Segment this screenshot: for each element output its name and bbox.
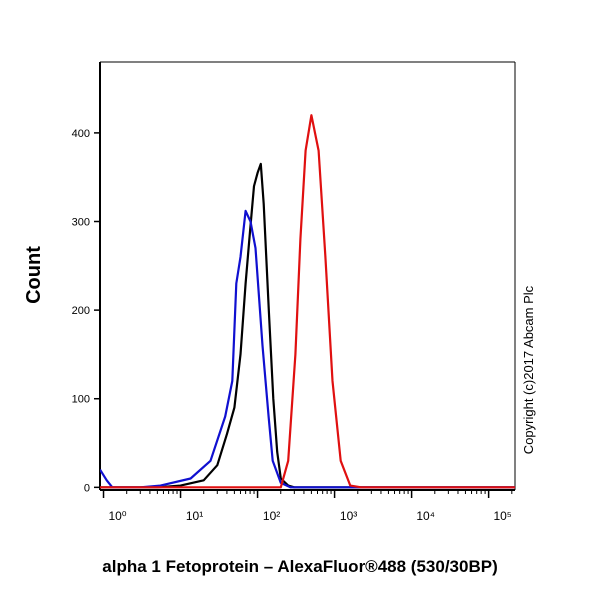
series-line <box>100 114 515 489</box>
x-tick-label: 10¹ <box>186 509 203 523</box>
x-axis-label: alpha 1 Fetoprotein – AlexaFluor®488 (53… <box>102 557 497 576</box>
plot-area <box>100 114 515 489</box>
x-tick-label: 10⁴ <box>416 509 435 523</box>
copyright: Copyright (c)2017 Abcam Plc <box>521 285 536 454</box>
y-tick-label: 300 <box>72 217 90 229</box>
y-tick-label: 400 <box>72 128 90 140</box>
x-tick-label: 10⁵ <box>493 509 511 523</box>
series-line <box>100 162 515 489</box>
y-tick-label: 0 <box>84 482 90 494</box>
series-line <box>100 209 515 489</box>
x-tick-label: 10² <box>263 509 280 523</box>
x-tick-label: 10³ <box>340 509 357 523</box>
x-tick-label: 10⁰ <box>108 509 126 523</box>
y-tick-label: 100 <box>72 394 90 406</box>
y-axis-label: Count <box>23 246 45 304</box>
y-tick-label: 200 <box>72 305 90 317</box>
